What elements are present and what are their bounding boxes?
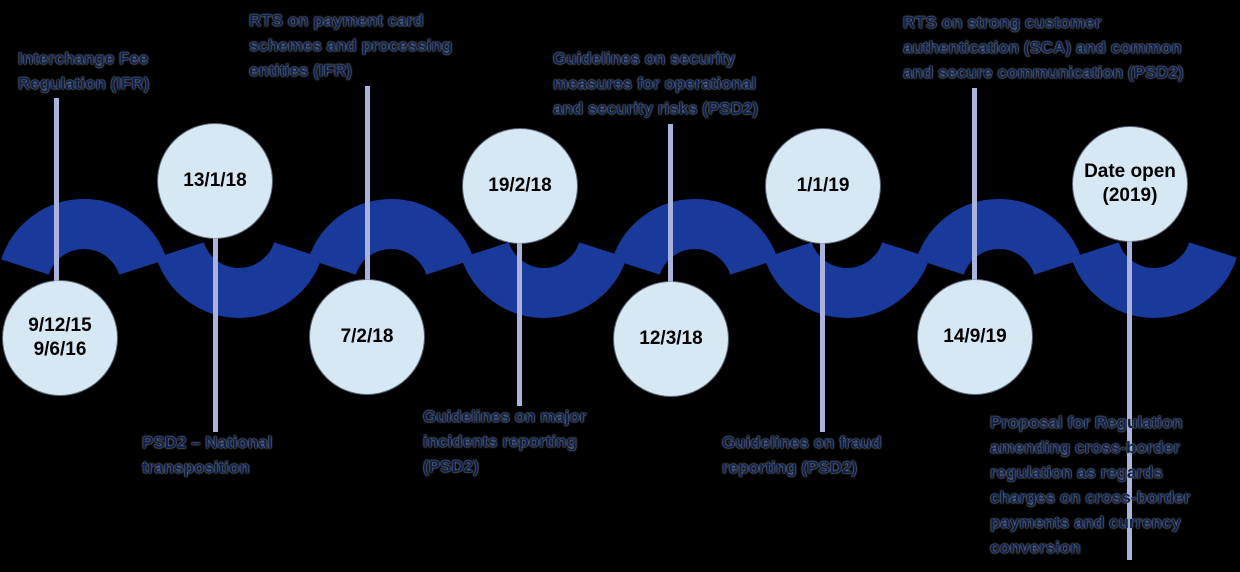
connector-line-ifr-regulation xyxy=(54,98,59,290)
label-line: Guidelines on fraud xyxy=(722,433,882,452)
milestone-circle-rts-card-schemes: 7/2/18 xyxy=(310,280,424,394)
connector-line-rts-card-schemes xyxy=(365,86,370,288)
label-line: and secure communication (PSD2) xyxy=(903,63,1184,82)
milestone-label-ifr-regulation: Interchange Fee Regulation (IFR) xyxy=(18,46,149,96)
label-line: reporting (PSD2) xyxy=(722,458,858,477)
connector-line-gl-incident-reporting xyxy=(517,241,522,406)
label-line: and security risks (PSD2) xyxy=(553,99,759,118)
label-line: Regulation (IFR) xyxy=(18,74,150,93)
milestone-circle-psd2-transposition: 13/1/18 xyxy=(158,124,272,238)
label-line: charges on cross-border xyxy=(990,488,1191,507)
label-line: conversion xyxy=(990,538,1081,557)
ribbon-arc-trough-2 xyxy=(461,241,627,318)
milestone-date: 19/2/18 xyxy=(488,175,552,196)
label-line: incidents reporting xyxy=(423,432,577,451)
milestone-date: 9/6/16 xyxy=(33,339,87,360)
ribbon-arc-crest-4 xyxy=(916,199,1082,276)
label-line: Guidelines on security xyxy=(553,49,736,68)
label-line: transposition xyxy=(142,458,250,477)
label-line: Proposal for Regulation xyxy=(990,413,1183,432)
milestone-date: 9/12/15 xyxy=(28,315,92,336)
milestone-circle-gl-security-measures: 12/3/18 xyxy=(614,282,728,396)
milestone-date: 7/2/18 xyxy=(340,326,394,347)
connector-line-gl-security-measures xyxy=(668,124,673,288)
milestone-date: 14/9/19 xyxy=(943,326,1007,347)
label-line: (PSD2) xyxy=(423,457,479,476)
milestone-label-gl-security-measures: Guidelines on security measures for oper… xyxy=(553,46,758,121)
milestone-date: 12/3/18 xyxy=(639,328,703,349)
milestone-date: 1/1/19 xyxy=(796,175,850,196)
milestone-date: (2019) xyxy=(1102,185,1158,206)
milestone-label-gl-incident-reporting: Guidelines on major incidents reporting … xyxy=(423,404,586,479)
ribbon-arc-trough-4 xyxy=(1071,241,1237,318)
milestone-date: 13/1/18 xyxy=(183,170,247,191)
label-line: PSD2 – National xyxy=(142,433,273,452)
milestone-label-gl-fraud-reporting: Guidelines on fraud reporting (PSD2) xyxy=(722,430,882,480)
ribbon-arc-trough-3 xyxy=(764,241,930,318)
ribbon-arc-trough-1 xyxy=(156,241,322,318)
connector-line-rts-sca xyxy=(972,88,977,286)
milestone-label-psd2-transposition: PSD2 – National transposition xyxy=(142,430,272,480)
label-line: schemes and processing xyxy=(249,36,453,55)
milestone-label-rts-card-schemes: RTS on payment card schemes and processi… xyxy=(249,8,452,83)
label-line: payments and currency xyxy=(990,513,1181,532)
milestone-circle-gl-incident-reporting: 19/2/18 xyxy=(463,129,577,243)
milestone-circle-cross-border-proposal: Date open (2019) xyxy=(1073,127,1187,241)
label-line: amending cross-border xyxy=(990,438,1180,457)
connector-line-cross-border-proposal xyxy=(1127,239,1132,560)
connector-line-gl-fraud-reporting xyxy=(820,241,825,432)
ribbon-arc-crest-3 xyxy=(612,199,778,276)
label-line: Interchange Fee xyxy=(18,49,149,68)
milestone-label-cross-border-proposal: Proposal for Regulation amending cross-b… xyxy=(990,410,1190,560)
ribbon-arc-crest-1 xyxy=(1,199,167,276)
label-line: authentication (SCA) and common xyxy=(903,38,1182,57)
label-line: Guidelines on major xyxy=(423,407,587,426)
ribbon-arc-crest-2 xyxy=(308,199,474,276)
label-line: regulation as regards xyxy=(990,463,1163,482)
label-line: measures for operational xyxy=(553,74,757,93)
connector-line-psd2-transposition xyxy=(213,236,218,432)
label-line: entities (IFR) xyxy=(249,61,352,80)
milestone-circle-rts-sca: 14/9/19 xyxy=(918,280,1032,394)
milestone-circle-gl-fraud-reporting: 1/1/19 xyxy=(766,129,880,243)
milestone-circle-ifr-regulation: 9/12/15 9/6/16 xyxy=(3,281,117,395)
label-line: RTS on strong customer xyxy=(903,13,1102,32)
label-line: RTS on payment card xyxy=(249,11,424,30)
milestone-label-rts-sca: RTS on strong customer authentication (S… xyxy=(903,10,1184,85)
milestone-date: Date open xyxy=(1084,161,1176,182)
